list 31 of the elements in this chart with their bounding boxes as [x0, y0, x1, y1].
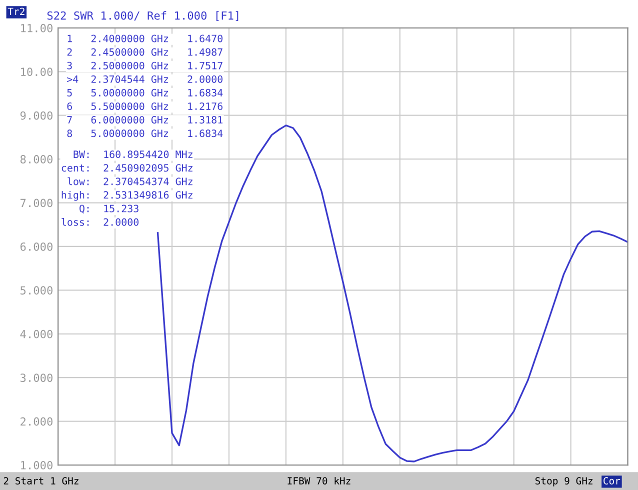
annotation: 8 5.0000000 GHz 1.6834	[67, 130, 223, 138]
chart-title: S22 SWR 1.000/ Ref 1.000 [F1]	[47, 11, 238, 22]
annotation: high: 2.531349816 GHz	[62, 190, 192, 201]
annotation: BW: 160.8954420 MHz	[74, 150, 192, 158]
annotation: loss: 2.0000	[62, 218, 139, 226]
y-tick-label: 9.000	[20, 111, 52, 120]
text: 2 Start 1 GHz	[4, 477, 78, 485]
annotation: 2 2.4500000 GHz 1.4987	[67, 48, 222, 56]
annotation: 5 5.0000000 GHz 1.6834	[67, 88, 223, 96]
y-tick-label: 3.000	[20, 374, 52, 382]
annotation: 7 6.0000000 GHz 1.3181	[67, 116, 222, 124]
annotation: 3 2.5000000 GHz 1.7517	[67, 62, 222, 70]
y-tick-label: 11.00	[21, 24, 52, 32]
text: Cor	[604, 477, 620, 485]
annotation: 6 5.5000000 GHz 1.2176	[67, 102, 222, 110]
y-tick-label: 4.000	[20, 330, 52, 338]
annotation: cent: 2.450902095 GHz	[62, 164, 192, 172]
y-tick-label: 8.000	[20, 155, 52, 164]
text: IFBW 70 kHz	[288, 476, 350, 485]
text: Stop 9 GHz	[535, 477, 592, 486]
y-tick-label: 6.000	[20, 242, 52, 251]
annotation: low: 2.370454374 GHz	[68, 177, 192, 186]
y-tick-label: 2.000	[20, 417, 52, 426]
y-tick-label: 10.00	[21, 68, 52, 76]
y-tick-label: 5.000	[20, 286, 52, 295]
annotation: Q: 15.233	[80, 204, 138, 214]
y-tick-label: 1.000	[21, 461, 52, 470]
annotation: 1 2.4000000 GHz 1.6470	[68, 34, 222, 42]
annotation: >4 2.3704544 GHz 2.0000	[67, 75, 222, 83]
text: Tr2	[8, 8, 24, 15]
y-tick-label: 7.000	[20, 198, 52, 208]
